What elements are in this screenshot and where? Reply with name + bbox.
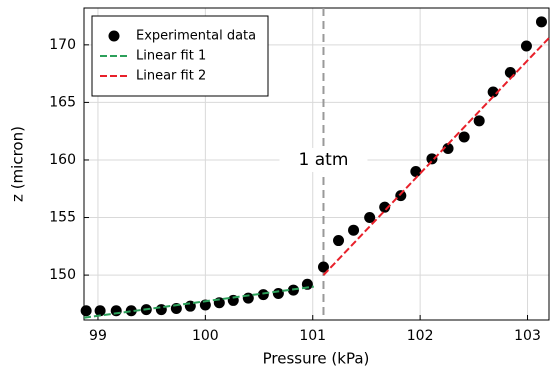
data-point (487, 86, 499, 98)
data-point (504, 66, 516, 78)
data-point (364, 212, 376, 224)
data-point (379, 201, 391, 213)
data-point (458, 131, 470, 143)
data-point (317, 261, 329, 273)
data-point (333, 235, 345, 247)
annotation-bg (279, 147, 368, 172)
data-point (125, 305, 137, 317)
data-point (348, 224, 360, 236)
y-tick-label: 155 (49, 210, 76, 226)
data-point (80, 305, 92, 317)
data-point (410, 165, 422, 177)
x-axis-label: Pressure (kPa) (263, 350, 370, 368)
data-point (272, 288, 284, 300)
x-tick-label: 102 (407, 328, 434, 344)
legend-label: Linear fit 1 (136, 49, 206, 64)
data-point (242, 292, 254, 304)
y-tick-label: 165 (49, 94, 76, 110)
data-point (426, 153, 438, 165)
legend-label: Experimental data (136, 29, 256, 44)
annotation: 1 atm (299, 150, 349, 170)
legend-marker (108, 30, 120, 42)
fit-line (322, 37, 550, 276)
data-point (395, 190, 407, 202)
x-tick-label: 103 (514, 328, 541, 344)
y-tick-label: 150 (49, 267, 76, 283)
data-point (257, 289, 269, 301)
y-tick-label: 170 (49, 37, 76, 53)
data-point (442, 142, 454, 154)
y-tick-label: 160 (49, 152, 76, 168)
x-tick-label: 99 (89, 328, 107, 344)
data-point (199, 299, 211, 311)
plot-frame (83, 7, 550, 321)
data-point (473, 115, 485, 127)
y-axis-label: z (micron) (9, 126, 27, 202)
fit-line (83, 285, 314, 319)
x-tick-label: 100 (192, 328, 219, 344)
legend-label: Linear fit 2 (136, 69, 206, 84)
data-point (535, 16, 547, 28)
data-point (110, 305, 122, 317)
data-point (94, 305, 106, 317)
x-tick-label: 101 (299, 328, 326, 344)
data-point (520, 40, 532, 52)
